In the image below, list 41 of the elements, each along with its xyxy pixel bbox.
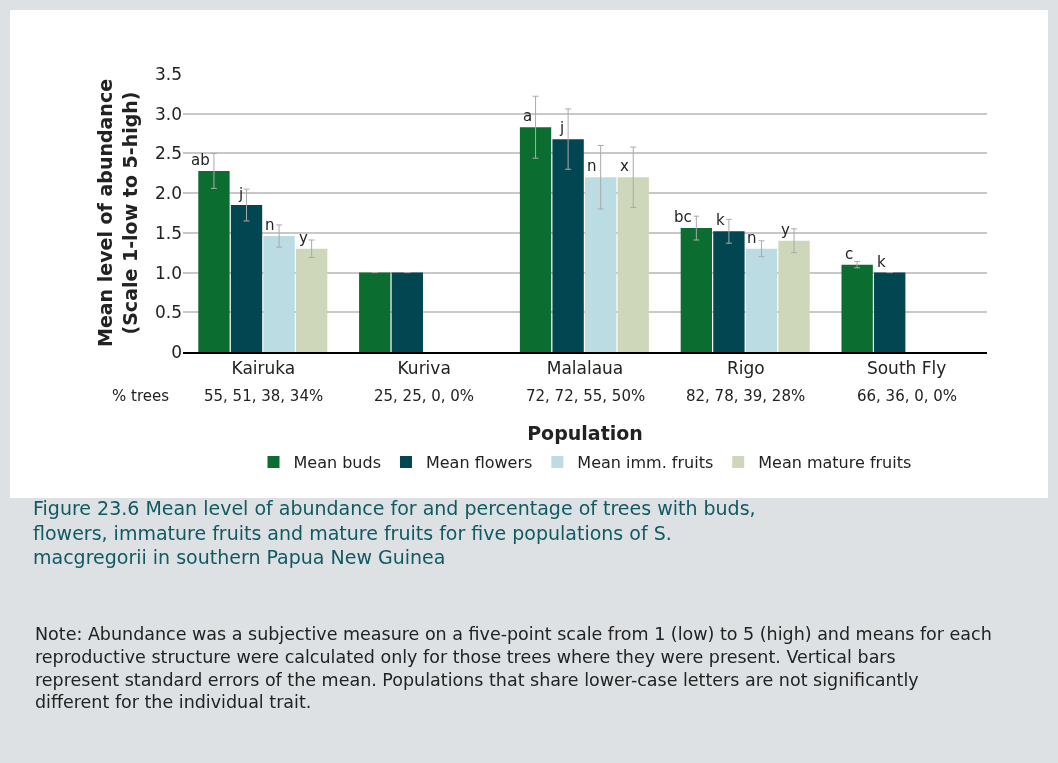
legend-label: Mean imm. fruits [577,453,714,473]
data-label: j [559,119,565,137]
y-tick-label: 3.0 [154,103,182,124]
data-label: k [877,253,886,271]
data-label: j [238,185,244,203]
x-tick-label: South Fly [866,358,947,379]
text: Note: Abundance was a subjective measure on a five-point scale from 1 (low) to 5 (high) and means for each reproductive structure were calculated only for those trees where they were present. Vertical bars represent standard errors of the mean. Populations that share lower-case letters are not significantly different for the individual trait. [35,624,992,713]
text: 82, 78, 39, 28% [686,387,806,405]
x-tick-label: Kuriva [397,358,451,379]
text: Figure 23.6 Mean level of abundance for and percentage of trees with buds, flowers, immature fruits and mature fruits for five populations of S. macgregorii in southern Papua New Guinea [33,497,756,569]
data-label: x [620,157,629,175]
text: 25, 25, 0, 0% [374,387,475,405]
data-label: c [845,245,854,263]
text: 72, 72, 55, 50% [526,387,646,405]
x-axis-title: Population [527,422,643,445]
data-label: n [747,229,757,247]
x-tick-label: Rigo [726,358,765,379]
text: 66, 36, 0, 0% [857,387,958,405]
legend-label: Mean buds [293,453,381,473]
text: % trees [112,387,170,405]
data-label: n [587,157,597,175]
data-label: a [523,107,533,125]
x-tick-label: Malalaua [546,358,624,379]
y-axis-title: Mean level of abundance (Scale 1-low to 5-high) [94,78,141,348]
data-label: y [299,229,308,247]
y-tick-label: 0.5 [154,302,182,323]
data-label: n [265,216,275,234]
x-tick-label: Kairuka [231,358,296,379]
y-tick-label: 2.0 [154,183,182,204]
data-label: bc [674,208,692,226]
y-tick-label: 1.5 [154,222,182,243]
y-tick-label: 1.0 [154,262,182,283]
legend-label: Mean mature fruits [758,453,912,473]
y-tick-label: 2.5 [154,143,182,164]
legend-label: Mean flowers [425,453,533,473]
y-tick-label: 0 [171,341,182,362]
text: 55, 51, 38, 34% [204,387,324,405]
data-label: y [781,221,790,239]
y-tick-label: 3.5 [154,63,182,84]
data-label: ab [191,151,210,169]
data-label: k [716,211,725,229]
